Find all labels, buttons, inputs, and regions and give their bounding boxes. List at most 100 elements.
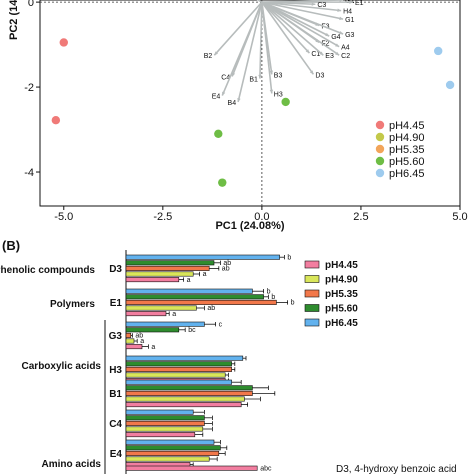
loading-label-B3: B3 [274,72,283,79]
loading-arrowhead-B4 [237,98,241,102]
pca-x-axis-label: PC1 (24.08%) [215,220,284,232]
loading-label-B4: B4 [228,100,237,107]
loading-arrowhead-E1 [349,0,354,4]
bar-C4-pH4.45 [125,432,196,438]
pca-point-pH5.60 [214,129,223,138]
bar-panel: (B) Phenolic compounds Polymers Carboxylic… [0,238,457,474]
bar-B1-pH4.90 [125,396,245,402]
pca-point-pH4.45 [51,116,61,125]
bar-legend-label-pH5.35: pH5.35 [325,289,358,300]
loading-label-A4: A4 [341,45,350,52]
bar-G3-pH5.60 [125,327,180,333]
loading-arrowhead-D3 [309,70,314,75]
group-label-Polymers: Polymers [50,299,95,310]
pca-loading-vectors: D1G2E1C3H4G1F3G4G3F2C1E3A4C2B2C4B1B3D3E4… [204,0,364,107]
bar-legend-label-pH6.45: pH6.45 [325,318,358,329]
pca-legend-label-pH5.60: pH5.60 [389,156,424,168]
significance-letter-E1-pH4.45: a [172,311,176,318]
pca-legend-label-pH4.90: pH4.90 [389,132,424,144]
loading-label-E3: E3 [325,53,334,60]
panel-b-label: (B) [2,238,20,253]
item-label-G3: G3 [109,331,123,342]
pca-legend-label-pH5.35: pH5.35 [389,144,424,156]
loading-label-C4: C4 [221,74,230,81]
pca-legend-marker-pH4.45 [375,120,385,130]
bar-E4-pH4.90 [125,456,210,462]
loading-arrowhead-B3 [269,70,274,75]
bar-H3-pH5.35 [125,366,232,372]
pca-x-tick-label: 0.0 [254,211,269,223]
significance-letter-E1-pH5.60: b [271,294,275,301]
significance-letter-G3-pH4.45: a [151,344,155,351]
loading-arrowhead-C4 [231,72,236,77]
pca-legend-marker-pH5.60 [375,156,385,166]
loading-arrowhead-C1 [305,49,310,54]
significance-letter-E1-pH4.90: ab [207,305,215,312]
loading-vector-G3 [261,1,344,35]
bar-item-pH4.45 [125,465,258,471]
loading-vector-B2 [213,1,263,56]
group-label-Carboxylic acids: Carboxylic acids [22,361,102,372]
pca-point-pH4.45 [59,38,68,47]
loading-label-C2: C2 [341,53,350,60]
item-label-B1: B1 [109,389,122,400]
loading-vector-H4 [261,1,342,12]
bar-H3-pH5.60 [125,361,232,367]
loading-label-E1: E1 [355,0,364,7]
significance-letter-G3-pH4.90: a [140,338,144,345]
pca-y-tick-label: -4 [24,167,34,179]
bar-B1-pH5.35 [125,390,253,396]
significance-letter-item-pH4.45: abc [260,465,272,472]
pca-legend-marker-pH6.45 [375,168,385,178]
significance-letter-G3-pH5.60: bc [188,327,196,334]
pca-legend-marker-pH5.35 [375,144,385,154]
pca-y-axis-label: PC2 (14.8 [8,0,20,40]
bar-C4-pH6.45 [125,409,194,415]
loading-label-G4: G4 [331,34,340,41]
bar-D3-pH4.45 [125,277,180,283]
bar-E4-pH6.45 [125,439,215,445]
bar-legend-swatch-pH5.60 [304,304,320,312]
significance-letter-D3-pH4.90: a [203,271,207,278]
loading-vector-D3 [261,1,315,75]
pca-points [51,38,455,187]
loading-label-C3: C3 [317,2,326,9]
bar-legend-label-pH4.45: pH4.45 [325,260,358,271]
pca-point-pH6.45 [445,80,455,90]
loading-label-C1: C1 [311,51,320,58]
item-label-H3: H3 [109,365,122,376]
bar-E1-pH6.45 [125,288,253,294]
significance-letter-G3-pH5.35: ab [135,333,143,340]
bar-B1-pH5.60 [125,385,253,391]
significance-letter-E1-pH5.35: b [291,300,295,307]
significance-letter-D3-pH5.60: ab [223,260,231,267]
loading-arrowhead-E3 [319,51,324,56]
bar-G3-pH5.35 [125,332,132,338]
loading-label-B1: B1 [249,77,258,84]
loading-vector-C2 [261,1,340,56]
bar-legend-swatch-pH6.45 [304,318,320,327]
bar-E1-pH5.60 [125,294,264,300]
significance-letter-G3-pH6.45: c [219,321,223,328]
bar-legend-swatch-pH4.45 [304,260,320,269]
pca-x-ticks: -5.0 -2.5 0.0 2.5 5.0 [54,206,468,223]
bar-E1-pH4.90 [125,305,197,311]
loading-arrowhead-G4 [325,32,330,37]
significance-letter-E1-pH6.45: b [267,288,271,295]
loading-arrowhead-C3 [311,2,316,6]
group-label-Amino acids: Amino acids [42,459,102,470]
loading-vector-A4 [261,1,340,48]
group-label-Phenolic compounds: Phenolic compounds [0,265,95,276]
loading-vector-B1 [259,2,263,79]
item-label-C4: C4 [109,419,122,430]
bar-legend: pH4.45 pH4.90 pH5.35 pH5.60 pH6.45 [304,260,358,329]
loading-arrowhead-E4 [222,91,226,96]
pca-point-pH5.60 [218,178,227,187]
pca-y-tick-label: 0 [28,0,34,9]
bar-D3-pH6.45 [125,254,280,260]
loading-label-F2: F2 [321,40,329,47]
bar-legend-swatch-pH5.35 [304,289,320,298]
loading-arrowhead-C2 [335,51,340,56]
